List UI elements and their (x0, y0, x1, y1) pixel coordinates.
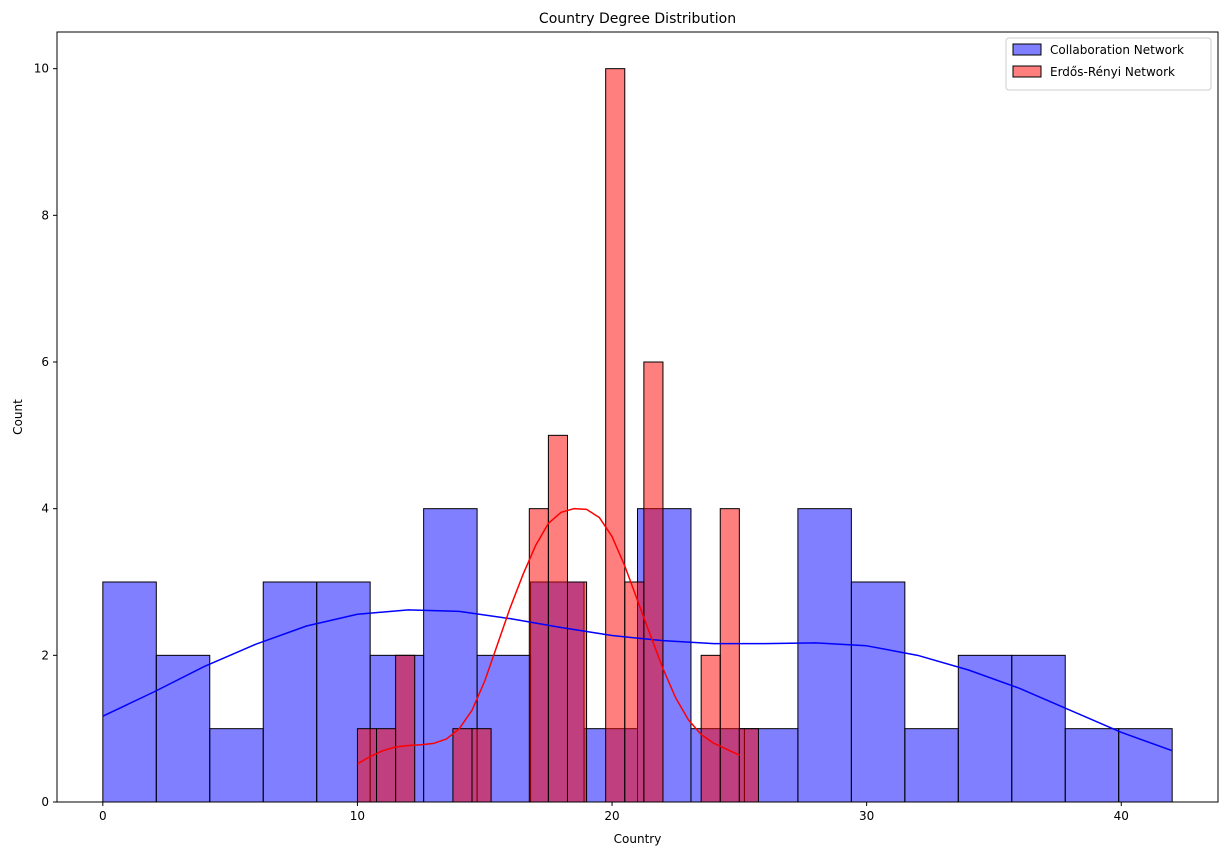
bar-series-1-bin-10 (547, 434, 568, 803)
bar-series-0-bin-18 (1064, 728, 1120, 803)
bar-series-1-bin-0 (356, 728, 378, 803)
legend-swatch-erdos-renyi (1012, 65, 1042, 78)
bar-series-1-bin-2 (395, 654, 416, 803)
y-tick-label-0: 0 (41, 795, 49, 809)
plot-area (102, 68, 1173, 803)
legend: Collaboration Network Erdős-Rényi Networ… (1005, 37, 1212, 91)
bar-series-1-bin-15 (643, 361, 664, 803)
legend-label-erdos-renyi: Erdős-Rényi Network (1050, 65, 1175, 79)
legend-label-collaboration: Collaboration Network (1050, 43, 1184, 57)
bar-series-0-bin-19 (1118, 728, 1173, 803)
bar-series-0-bin-15 (904, 728, 959, 803)
y-axis-label: Count (11, 399, 25, 435)
bar-series-1-bin-18 (700, 654, 721, 803)
y-tick-label-4: 8 (41, 208, 49, 222)
x-axis-label: Country (614, 832, 662, 846)
plot-frame (56, 31, 1219, 803)
bar-series-1-bin-1 (376, 728, 397, 803)
x-tick-label-4: 40 (1114, 809, 1129, 823)
bar-series-0-bin-1 (155, 654, 211, 803)
y-tick-label-3: 6 (41, 355, 49, 369)
bar-series-1-bin-11 (566, 581, 588, 803)
bar-series-0-bin-2 (209, 728, 264, 803)
bar-series-0-bin-13 (797, 508, 852, 803)
x-tick-label-0: 0 (99, 809, 107, 823)
bar-series-1-bin-20 (738, 728, 759, 803)
bar-series-0-bin-3 (262, 581, 318, 803)
bar-series-1-bin-13 (605, 68, 626, 803)
x-axis: 0 10 20 30 40 (99, 802, 1129, 823)
kde-line-series-0 (102, 609, 1173, 752)
kde-line-series-1 (357, 507, 740, 765)
bar-series-0-bin-14 (850, 581, 906, 803)
legend-swatch-collaboration (1012, 43, 1042, 56)
bar-series-1-bin-6 (471, 728, 492, 803)
bar-series-1-bin-14 (624, 581, 645, 803)
bar-series-0-bin-0 (102, 581, 157, 803)
legend-box (1005, 37, 1212, 91)
y-tick-label-1: 2 (41, 648, 49, 662)
x-tick-label-2: 20 (604, 809, 619, 823)
bar-series-1-bin-19 (719, 508, 740, 803)
y-tick-label-5: 10 (34, 62, 49, 76)
bar-series-0-bin-17 (1011, 654, 1066, 803)
y-axis: 0 2 4 6 8 10 (34, 62, 57, 809)
chart-title: Country Degree Distribution (539, 11, 736, 27)
y-tick-label-2: 4 (41, 502, 49, 516)
x-tick-label-1: 10 (350, 809, 365, 823)
bar-series-1-bin-5 (452, 728, 473, 803)
x-tick-label-3: 30 (859, 809, 874, 823)
bar-series-0-bin-16 (957, 654, 1013, 803)
